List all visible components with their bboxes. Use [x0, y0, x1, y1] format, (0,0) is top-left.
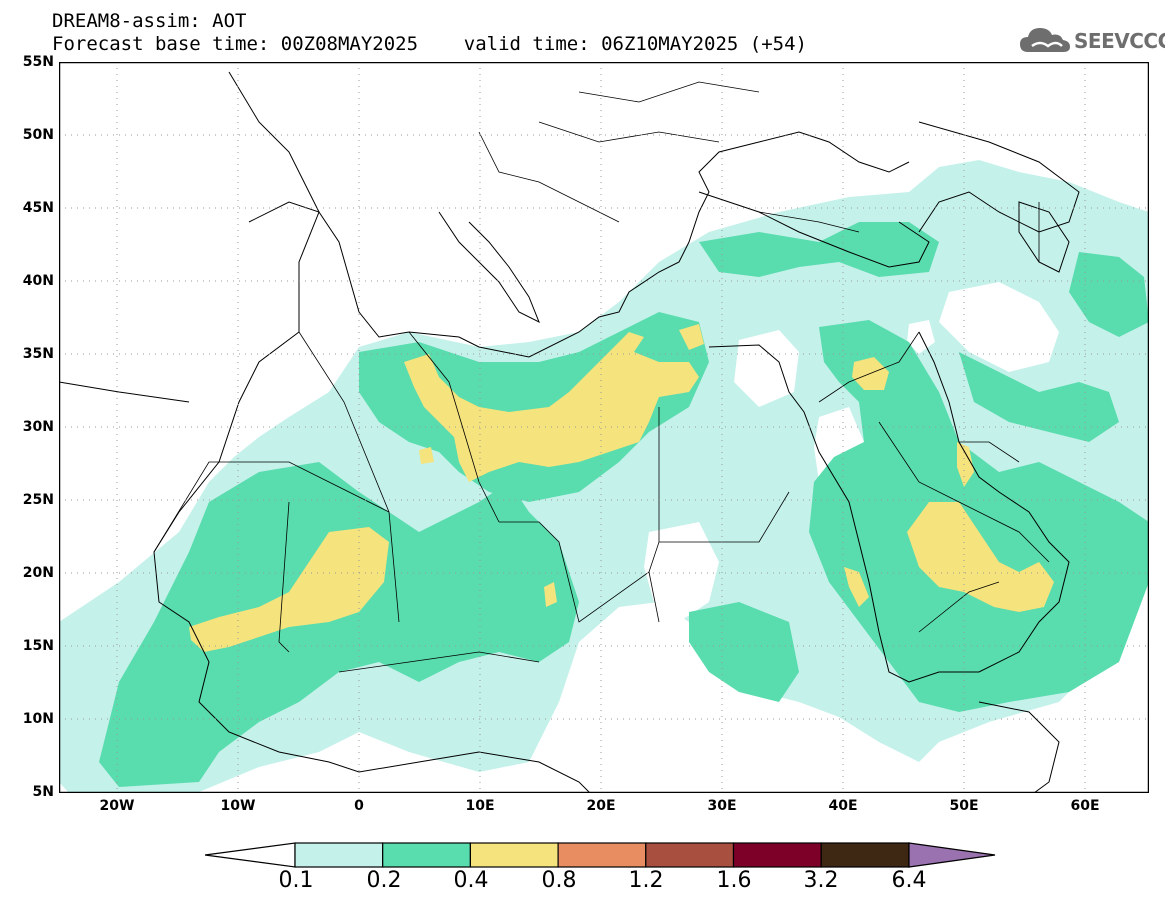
lat-label-5n: 5N	[32, 784, 54, 800]
lon-label-30e: 30E	[707, 798, 737, 814]
lat-label-30n: 30N	[22, 419, 54, 435]
colorbar-swatch-0.4	[469, 842, 559, 868]
colorbar-swatch-3.2	[820, 842, 910, 868]
aot-contour-0.4	[189, 324, 1054, 652]
lon-label-10w: 10W	[220, 798, 256, 814]
colorbar-above-arrow	[908, 842, 996, 868]
colorbar-swatch-0.1	[294, 842, 384, 868]
colorbar-swatch-0.2	[382, 842, 471, 868]
colorbar-below-arrow	[205, 842, 296, 868]
lat-label-45n: 45N	[22, 200, 54, 216]
aot-contour-holes	[569, 282, 1059, 767]
colorbar-swatch-0.8	[557, 842, 647, 868]
colorbar-label-3.2: 3.2	[803, 868, 839, 893]
colorbar-label-1.6: 1.6	[716, 868, 752, 893]
lon-label-60e: 60E	[1070, 798, 1100, 814]
seevccc-logo: SEEVCCC	[1018, 22, 1165, 58]
lon-label-40e: 40E	[828, 798, 858, 814]
logo-text: SEEVCCC	[1074, 29, 1165, 53]
lon-label-20w: 20W	[99, 798, 135, 814]
lat-label-25n: 25N	[22, 492, 54, 508]
lon-label-50e: 50E	[949, 798, 979, 814]
colorbar-swatch-1.6	[732, 842, 822, 868]
colorbar-label-0.8: 0.8	[541, 868, 577, 893]
cloud-icon	[1020, 28, 1070, 52]
map-subtitle: Forecast base time: 00Z08MAY2025 valid t…	[52, 33, 807, 55]
colorbar-label-6.4: 6.4	[891, 868, 927, 893]
lon-label-20e: 20E	[586, 798, 616, 814]
lon-label-10e: 10E	[465, 798, 495, 814]
aot-colorbar	[205, 842, 996, 868]
aot-map	[59, 62, 1149, 793]
lat-label-40n: 40N	[22, 273, 54, 289]
coastlines	[59, 71, 1080, 793]
colorbar-label-1.2: 1.2	[628, 868, 664, 893]
lat-label-50n: 50N	[22, 127, 54, 143]
lat-label-35n: 35N	[22, 346, 54, 362]
colorbar-label-0.4: 0.4	[453, 868, 489, 893]
colorbar-label-0.2: 0.2	[366, 868, 402, 893]
colorbar-label-0.1: 0.1	[278, 868, 314, 893]
lat-label-20n: 20N	[22, 565, 54, 581]
colorbar-swatch-1.2	[645, 842, 735, 868]
lat-label-15n: 15N	[22, 638, 54, 654]
lat-label-10n: 10N	[22, 711, 54, 727]
map-title: DREAM8-assim: AOT	[52, 10, 247, 32]
lat-label-55n: 55N	[22, 54, 54, 70]
borders	[153, 81, 1050, 673]
lon-label-0: 0	[354, 798, 364, 814]
